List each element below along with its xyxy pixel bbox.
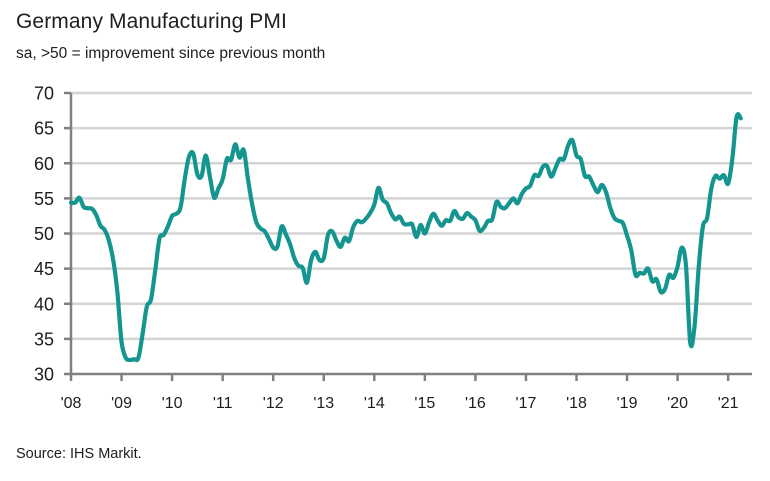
y-tick-label: 45 [34,259,54,279]
x-tick-label: '18 [566,395,587,412]
x-tick-label: '12 [263,395,284,412]
y-tick-label: 70 [34,84,54,104]
x-tick-label: '21 [718,395,739,412]
x-tick-label: '11 [213,395,233,412]
y-tick-label: 30 [34,365,54,385]
y-tick-label: 55 [34,189,54,209]
x-axis: '08 '09 '10 '11 '12 '13 '14 '15 '16 '17 '18 '19 '20 '… [61,372,752,412]
x-tick-label: '10 [162,395,183,412]
x-tick-label: '09 [111,395,132,412]
x-tick-label: '14 [364,395,385,412]
chart-title: Germany Manufacturing PMI [16,10,287,33]
y-tick-label: 40 [34,294,54,314]
x-tick-label: '16 [465,395,486,412]
pmi-series-line [68,112,743,363]
x-tick-label: '19 [617,395,638,412]
y-tick-label: 35 [34,329,54,349]
y-axis: 30 35 40 45 50 55 60 65 70 [34,84,73,385]
gridlines [71,91,752,341]
series-layer [68,112,743,363]
y-tick-label: 65 [34,119,54,139]
x-tick-label: '13 [313,395,334,412]
x-tick-label: '15 [414,395,435,412]
y-tick-label: 60 [34,154,54,174]
chart-subtitle: sa, >50 = improvement since previous mon… [16,45,326,62]
x-tick-label: '08 [61,395,82,412]
x-tick-label: '17 [516,395,537,412]
x-tick-label: '20 [667,395,688,412]
y-tick-label: 50 [34,224,54,244]
source-note: Source: IHS Markit. [16,446,142,462]
